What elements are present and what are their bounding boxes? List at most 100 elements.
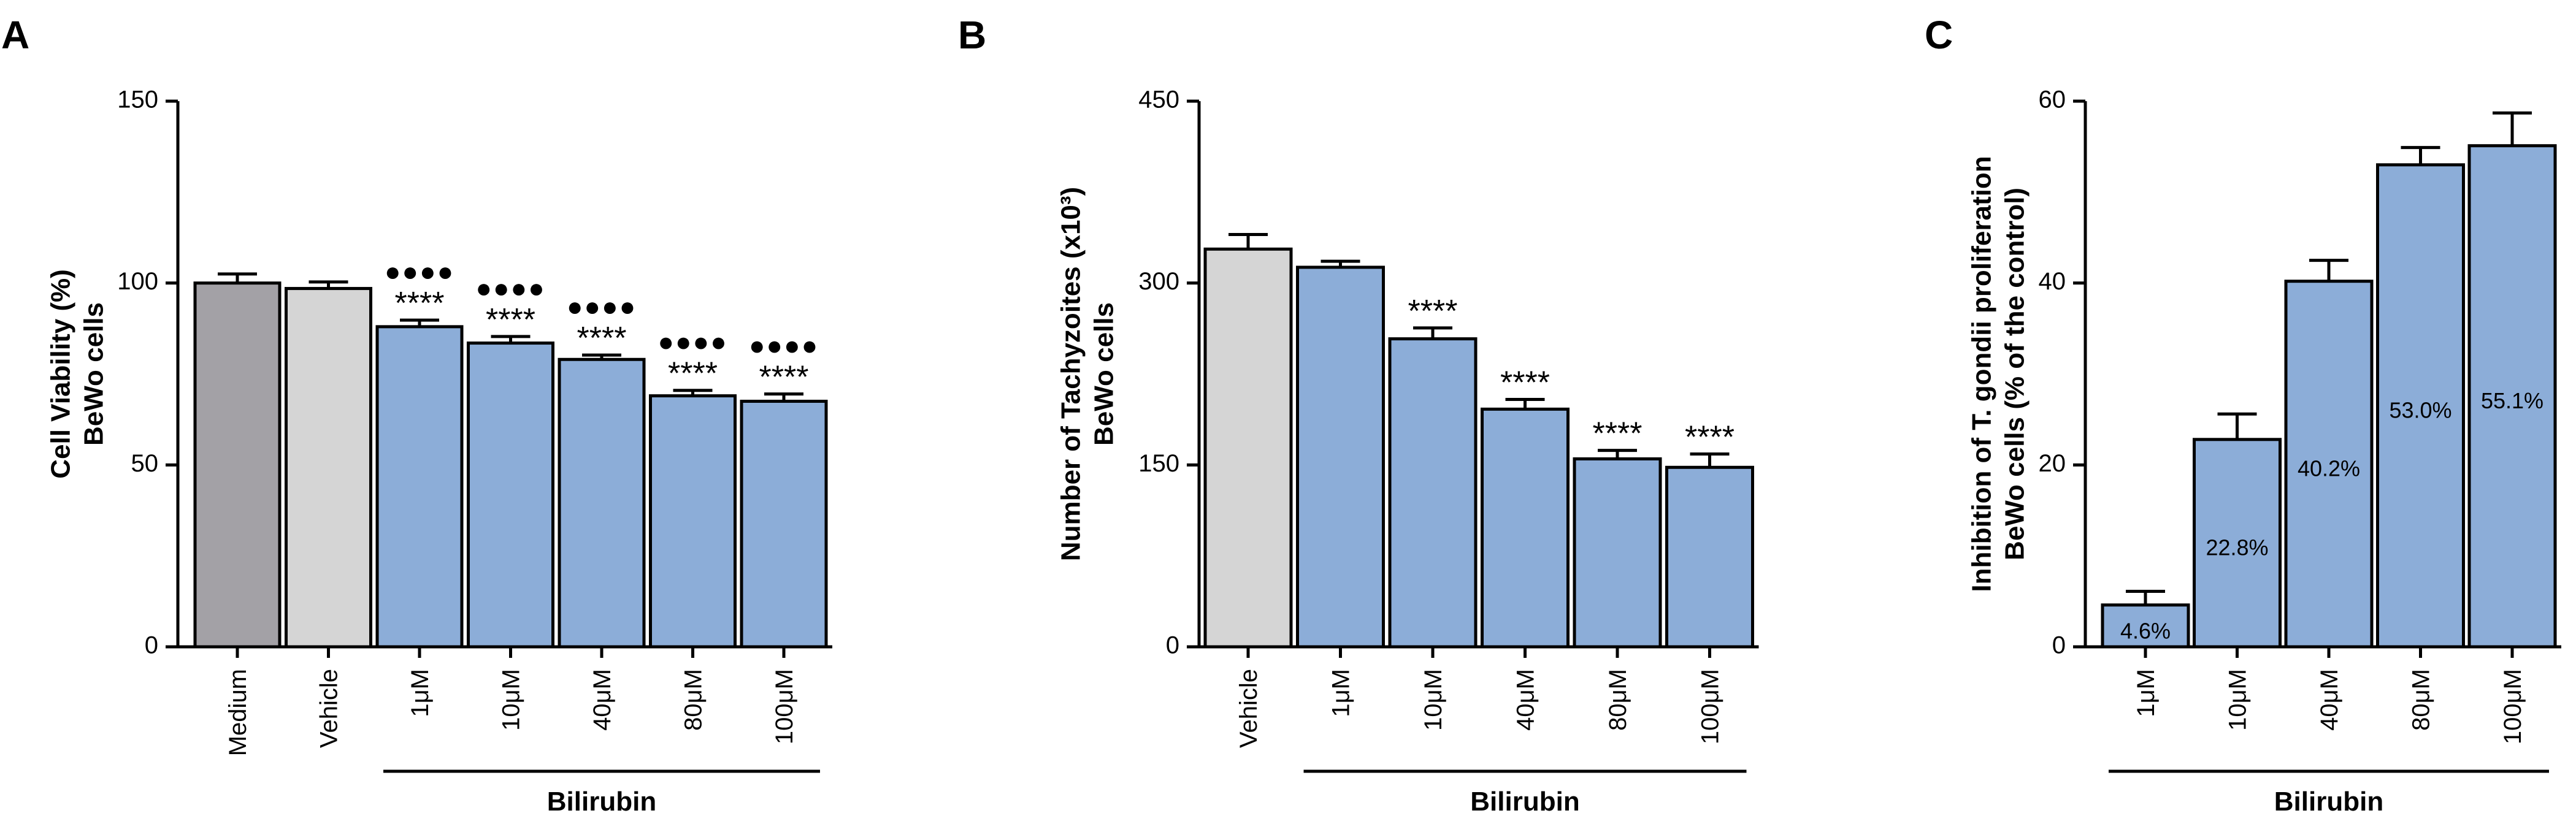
x-tick-label: 100μM xyxy=(771,669,798,744)
x-tick-label: 1μM xyxy=(1328,669,1355,717)
y-tick-label: 0 xyxy=(1166,632,1179,659)
panel-letter: A xyxy=(1,13,29,57)
category-label: 1μM xyxy=(407,669,434,717)
y-axis-label-line: BeWo cells xyxy=(1089,302,1119,446)
bar xyxy=(2467,144,2557,649)
bar-value-label: 55.1% xyxy=(2481,388,2543,413)
bar xyxy=(467,341,554,649)
significance-marker: **** xyxy=(395,286,445,321)
y-tick-label: 0 xyxy=(2052,632,2066,659)
x-tick-label: 1μM xyxy=(407,669,434,717)
bar xyxy=(2376,163,2465,649)
category-label: 40μM xyxy=(1512,669,1539,731)
significance-marker: **** xyxy=(759,360,809,395)
category-label: 1μM xyxy=(2133,669,2160,717)
y-tick-label: 100 xyxy=(117,268,158,295)
y-tick-label: 450 xyxy=(1138,86,1179,113)
significance-marker: **** xyxy=(1408,294,1458,329)
category-label: Vehicle xyxy=(316,669,343,748)
bar xyxy=(193,281,282,649)
category-label: 10μM xyxy=(498,669,525,731)
x-tick-label: 1μM xyxy=(2133,669,2160,717)
panel-letter: B xyxy=(958,13,986,57)
y-axis-label: Number of Tachyzoites (x10³) BeWo cells xyxy=(1056,187,1119,561)
group-label: Bilirubin xyxy=(547,787,656,817)
panel-letter: C xyxy=(1925,13,1953,57)
category-label: 1μM xyxy=(1328,669,1355,717)
y-tick-label: 50 xyxy=(131,450,159,477)
y-axis-label-line: BeWo cells (% of the control) xyxy=(2000,188,2030,560)
y-tick-label: 0 xyxy=(145,632,158,659)
y-axis-label-line: Cell Viability (%) xyxy=(46,269,76,479)
x-tick-label: Medium xyxy=(224,669,251,756)
x-tick-label: 40μM xyxy=(2316,669,2343,731)
y-tick-label: 300 xyxy=(1138,268,1179,295)
x-tick-label: 10μM xyxy=(1420,669,1447,731)
x-tick-label: 40μM xyxy=(1512,669,1539,731)
bar xyxy=(2284,280,2374,649)
category-label: 80μM xyxy=(1604,669,1631,731)
group-label: Bilirubin xyxy=(1470,787,1579,817)
bar xyxy=(1203,247,1293,649)
bar xyxy=(1388,337,1478,649)
category-label: 10μM xyxy=(2225,669,2252,731)
y-axis-label-line: Inhibition of T. gondii proliferation xyxy=(1967,156,1997,592)
significance-marker: **** xyxy=(486,302,535,338)
significance-dots: ●●●● xyxy=(475,273,545,303)
significance-dots: ●●●● xyxy=(657,327,727,357)
bar xyxy=(285,287,372,649)
category-label: 40μM xyxy=(589,669,616,731)
bar xyxy=(375,325,464,649)
category-label: 100μM xyxy=(1697,669,1724,744)
category-label: 40μM xyxy=(2316,669,2343,731)
x-tick-label: 80μM xyxy=(1604,669,1631,731)
bar xyxy=(740,400,828,649)
y-axis-label: Cell Viability (%) BeWo cells xyxy=(46,269,109,479)
x-tick-label: 80μM xyxy=(2408,669,2435,731)
y-axis-label-line: BeWo cells xyxy=(79,302,109,446)
bar-value-label: 40.2% xyxy=(2298,456,2360,481)
category-label: Medium xyxy=(224,669,251,756)
x-tick-label: 10μM xyxy=(2225,669,2252,731)
x-tick-label: 40μM xyxy=(589,669,616,731)
significance-dots: ●●●● xyxy=(749,331,819,361)
x-tick-label: Vehicle xyxy=(316,669,343,748)
category-label: 100μM xyxy=(771,669,798,744)
category-label: 80μM xyxy=(680,669,707,731)
category-label: 80μM xyxy=(2408,669,2435,731)
significance-marker: **** xyxy=(668,356,718,392)
bar-value-label: 22.8% xyxy=(2206,535,2268,560)
bar xyxy=(558,357,646,649)
significance-dots: ●●●● xyxy=(567,292,637,322)
bar-value-label: 53.0% xyxy=(2389,397,2451,422)
panel-a: A 0 50 100 150 Cell Viability (%) BeWo cells Me… xyxy=(1,13,832,817)
bar xyxy=(1573,457,1662,649)
significance-dots: ●●●● xyxy=(385,257,454,287)
bar xyxy=(1665,465,1754,649)
significance-marker: **** xyxy=(1685,420,1735,456)
y-tick-label: 40 xyxy=(2039,268,2066,295)
y-tick-label: 150 xyxy=(117,86,158,113)
bar xyxy=(1296,265,1385,649)
bar-value-label: 4.6% xyxy=(2120,618,2171,643)
y-tick-label: 60 xyxy=(2039,86,2066,113)
x-tick-label: 80μM xyxy=(680,669,707,731)
panel-c: C 0 20 40 60 Inhibition of T. gondii prolifer… xyxy=(1925,13,2561,817)
y-axis-label-line: Number of Tachyzoites (x10³) xyxy=(1056,187,1086,561)
x-tick-label: 10μM xyxy=(498,669,525,731)
x-tick-label: 100μM xyxy=(2499,669,2526,744)
category-label: Vehicle xyxy=(1235,669,1262,748)
group-label: Bilirubin xyxy=(2274,787,2383,817)
y-tick-label: 20 xyxy=(2039,450,2066,477)
y-tick-label: 150 xyxy=(1138,450,1179,477)
category-label: 10μM xyxy=(1420,669,1447,731)
bar xyxy=(649,394,737,649)
significance-marker: **** xyxy=(1593,416,1643,452)
x-tick-label: 100μM xyxy=(1697,669,1724,744)
bar xyxy=(1481,407,1570,649)
significance-marker: **** xyxy=(1500,365,1550,401)
x-tick-label: Vehicle xyxy=(1235,669,1262,748)
category-label: 100μM xyxy=(2499,669,2526,744)
